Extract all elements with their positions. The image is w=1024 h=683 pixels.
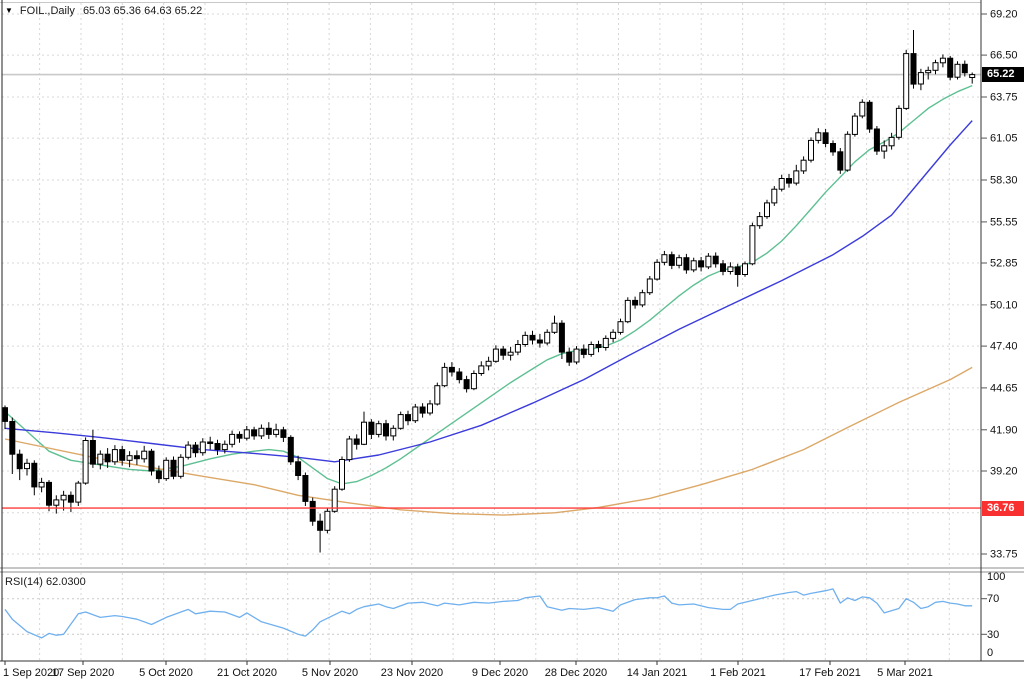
price-axis-label: 63.75: [990, 92, 1018, 104]
time-axis-label: 17 Sep 2020: [52, 667, 114, 679]
rsi-axis: 100 70 30 0: [981, 571, 1005, 659]
time-axis-label: 1 Feb 2021: [710, 667, 766, 679]
ohlc-values: 65.03 65.36 64.63 65.22: [82, 5, 203, 17]
candles: [2, 30, 976, 553]
price-axis-label: 41.90: [990, 424, 1018, 436]
level-price-badge: 36.76: [982, 500, 1024, 516]
time-axis-label: 17 Feb 2021: [799, 667, 861, 679]
time-axis-label: 21 Oct 2020: [217, 667, 277, 679]
time-axis-label: 1 Sep 2020: [3, 667, 59, 679]
time-axis-label: 14 Jan 2021: [627, 667, 688, 679]
rsi-line: [4, 588, 973, 639]
overlay-ma-fast: [4, 84, 973, 485]
horizontal-gridlines: [2, 13, 981, 635]
price-axis-label: 50.10: [990, 299, 1018, 311]
price-axis: 69.20 66.50 63.75 61.05 58.30 55.55 52.85 50.10…: [981, 9, 1018, 561]
time-axis-label: 5 Mar 2021: [877, 667, 933, 679]
rsi-axis-label: 100: [987, 571, 1005, 583]
price-axis-label: 58.30: [990, 175, 1018, 187]
price-axis-label: 66.50: [990, 50, 1018, 62]
vertical-gridlines: [39, 3, 950, 660]
rsi-indicator-label: RSI(14) 62.0300: [5, 576, 86, 588]
price-axis-label: 55.55: [990, 216, 1018, 228]
price-axis-label: 33.75: [990, 549, 1018, 561]
price-axis-label: 47.40: [990, 341, 1018, 353]
symbol-dropdown-icon[interactable]: ▼: [5, 6, 13, 15]
chart-title-bar: ▼ FOIL.,Daily 65.03 65.36 64.63 65.22: [5, 4, 202, 18]
rsi-axis-label: 70: [987, 593, 999, 605]
time-axis-label: 5 Nov 2020: [302, 667, 358, 679]
price-axis-label: 44.65: [990, 382, 1018, 394]
time-axis-label: 9 Dec 2020: [472, 667, 528, 679]
price-axis-label: 39.20: [990, 466, 1018, 478]
overlay-ma-slow: [4, 366, 973, 516]
time-axis-label: 28 Dec 2020: [545, 667, 607, 679]
price-axis-label: 69.20: [990, 9, 1018, 21]
rsi-axis-label: 30: [987, 629, 999, 641]
time-axis-label: 23 Nov 2020: [381, 667, 443, 679]
symbol-period-label: FOIL.,Daily: [19, 5, 75, 17]
overlay-ma-mid: [4, 120, 973, 463]
time-axis-label: 5 Oct 2020: [139, 667, 193, 679]
rsi-axis-label: 0: [987, 647, 993, 659]
price-axis-label: 52.85: [990, 258, 1018, 270]
current-price-badge: 65.22: [982, 67, 1024, 83]
price-axis-label: 61.05: [990, 133, 1018, 145]
